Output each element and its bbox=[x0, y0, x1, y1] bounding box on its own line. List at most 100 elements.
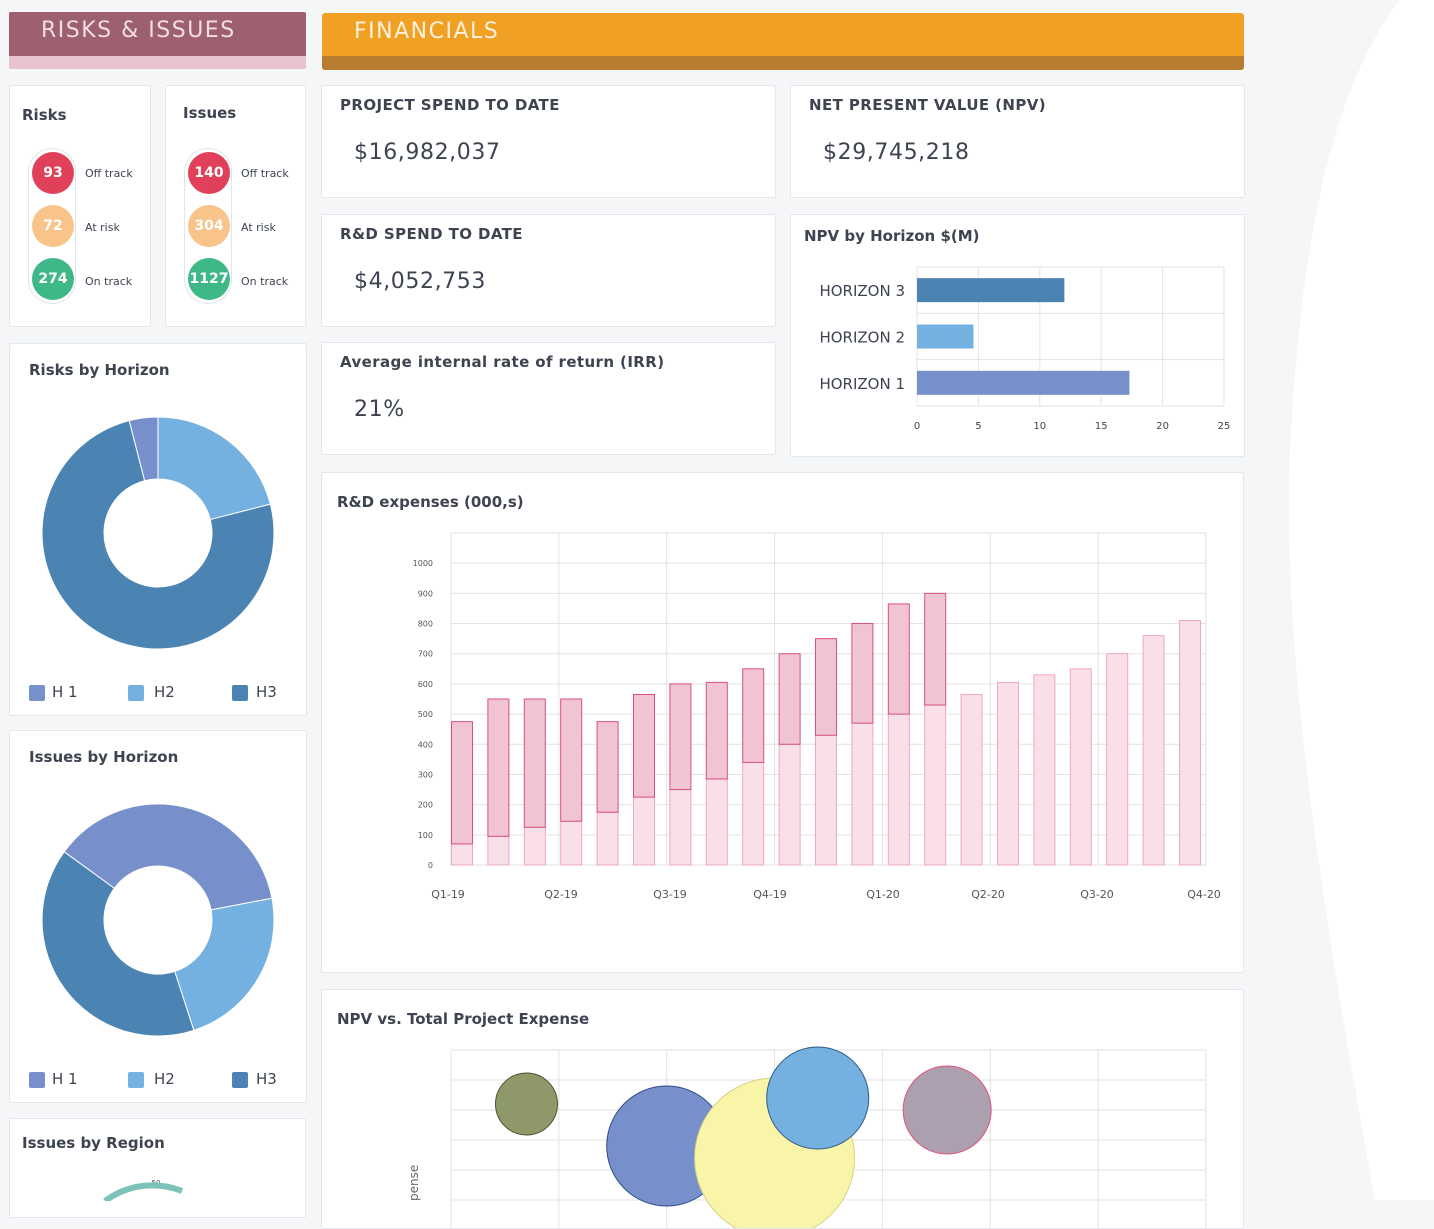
risks-at-risk-count[interactable]: 72 bbox=[32, 205, 74, 247]
background-curve bbox=[1288, 0, 1434, 1200]
donut-slice-h3[interactable] bbox=[41, 420, 275, 650]
issues-at-risk-label: At risk bbox=[241, 221, 276, 234]
y-tick-label: 900 bbox=[418, 589, 433, 598]
bubble[interactable] bbox=[766, 1046, 870, 1150]
rd-bar-forecast[interactable] bbox=[960, 693, 983, 866]
donut-slice-h2[interactable] bbox=[157, 416, 271, 521]
x-tick-label: Q3-20 bbox=[1080, 888, 1114, 901]
rd-bar-actual[interactable] bbox=[778, 653, 801, 745]
rd-bar-base[interactable] bbox=[778, 743, 801, 866]
x-tick-label: Q2-19 bbox=[544, 888, 578, 901]
bubble[interactable] bbox=[495, 1072, 558, 1136]
y-tick-label: 600 bbox=[418, 680, 433, 689]
npv-bar-horizon-3[interactable] bbox=[917, 278, 1065, 303]
rd-bar-base[interactable] bbox=[451, 843, 473, 866]
risks-by-horizon-donut bbox=[41, 416, 275, 650]
rd-bar-base[interactable] bbox=[669, 789, 692, 866]
rd-bar-actual[interactable] bbox=[523, 698, 546, 828]
risks-issues-title: RISKS & ISSUES bbox=[41, 18, 236, 43]
npv-bar-horizon-1[interactable] bbox=[917, 370, 1130, 395]
rd-bar-actual[interactable] bbox=[705, 681, 728, 780]
rd-bar-actual[interactable] bbox=[742, 668, 765, 763]
rd-bar-forecast[interactable] bbox=[1069, 668, 1092, 866]
risks-on-track-count[interactable]: 274 bbox=[32, 258, 74, 300]
issues-by-region-card: Issues by Region 50 bbox=[9, 1118, 306, 1218]
legend-h2-label[interactable]: H2 bbox=[154, 1070, 175, 1088]
npv-vs-expense-chart: pense bbox=[407, 1046, 1207, 1228]
rd-bar-base[interactable] bbox=[560, 820, 583, 866]
issues-off-track-label: Off track bbox=[241, 167, 289, 180]
y-tick-label: 500 bbox=[418, 710, 433, 719]
rd-bar-base[interactable] bbox=[851, 722, 874, 866]
rd-bar-actual[interactable] bbox=[560, 698, 583, 822]
x-tick-label: 25 bbox=[1218, 421, 1231, 432]
rd-spend-card: R&D SPEND TO DATE $4,052,753 bbox=[321, 214, 776, 327]
irr-card: Average internal rate of return (IRR) 21… bbox=[321, 342, 776, 455]
rd-bar-base[interactable] bbox=[924, 704, 947, 866]
rd-bar-base[interactable] bbox=[523, 826, 546, 866]
legend-h3-label[interactable]: H3 bbox=[256, 1070, 277, 1088]
y-category-label: HORIZON 2 bbox=[819, 329, 905, 347]
risks-card: Risks 93 Off track 72 At risk 274 On tra… bbox=[9, 85, 151, 327]
rd-bar-actual[interactable] bbox=[669, 683, 692, 791]
donut-slice-h1[interactable] bbox=[63, 803, 273, 911]
rd-bar-actual[interactable] bbox=[924, 592, 947, 706]
legend-h1-label[interactable]: H 1 bbox=[52, 1070, 78, 1088]
issues-at-risk-count[interactable]: 304 bbox=[188, 205, 230, 247]
rd-bar-base[interactable] bbox=[887, 713, 910, 866]
y-tick-label: 800 bbox=[418, 620, 433, 629]
issues-title: Issues bbox=[183, 104, 237, 122]
issues-by-horizon-card: Issues by Horizon H 1 H2 H3 bbox=[9, 730, 307, 1103]
issues-by-region-title: Issues by Region bbox=[22, 1134, 165, 1152]
risks-title: Risks bbox=[22, 106, 67, 124]
risks-off-track-count[interactable]: 93 bbox=[32, 152, 74, 194]
donut-slice-h3[interactable] bbox=[41, 851, 195, 1037]
rd-bar-forecast[interactable] bbox=[1142, 635, 1165, 866]
x-tick-label: 20 bbox=[1156, 421, 1169, 432]
rd-bar-actual[interactable] bbox=[633, 693, 655, 798]
x-tick-label: 5 bbox=[975, 421, 981, 432]
issues-off-track-count[interactable]: 140 bbox=[188, 152, 230, 194]
npv-card: NET PRESENT VALUE (NPV) $29,745,218 bbox=[790, 85, 1245, 198]
npv-bar-horizon-2[interactable] bbox=[917, 324, 974, 349]
npv-vs-expense-title: NPV vs. Total Project Expense bbox=[337, 1010, 590, 1028]
rd-bar-forecast[interactable] bbox=[1033, 674, 1056, 866]
rd-bar-actual[interactable] bbox=[596, 721, 619, 813]
y-axis-label: pense bbox=[407, 1165, 421, 1201]
project-spend-card: PROJECT SPEND TO DATE $16,982,037 bbox=[321, 85, 776, 198]
legend-h3-swatch bbox=[232, 1072, 248, 1088]
x-tick-label: Q1-19 bbox=[431, 888, 465, 901]
issues-by-horizon-donut bbox=[41, 803, 275, 1037]
rd-bar-base[interactable] bbox=[633, 796, 655, 866]
rd-bar-base[interactable] bbox=[742, 761, 765, 866]
rd-spend-label: R&D SPEND TO DATE bbox=[340, 225, 523, 243]
npv-vs-expense-card: NPV vs. Total Project Expense pense bbox=[321, 989, 1244, 1229]
y-tick-label: 400 bbox=[418, 740, 433, 749]
rd-bar-base[interactable] bbox=[705, 778, 728, 866]
rd-bar-actual[interactable] bbox=[815, 638, 837, 736]
rd-bar-actual[interactable] bbox=[487, 698, 510, 837]
rd-expenses-title: R&D expenses (000,s) bbox=[337, 493, 524, 511]
rd-bar-forecast[interactable] bbox=[997, 681, 1019, 866]
bubble[interactable] bbox=[902, 1065, 992, 1155]
rd-bar-base[interactable] bbox=[596, 811, 619, 866]
donut-slice-h2[interactable] bbox=[174, 897, 275, 1031]
legend-h2-label[interactable]: H2 bbox=[154, 683, 175, 701]
legend-h3-label[interactable]: H3 bbox=[256, 683, 277, 701]
x-tick-label: 15 bbox=[1095, 421, 1108, 432]
npv-by-horizon-chart: 0 5 10 15 20 25 HORIZON 3 HORIZON 2 HORIZON 1 bbox=[819, 266, 1231, 432]
rd-bar-base[interactable] bbox=[815, 734, 837, 866]
rd-bar-actual[interactable] bbox=[451, 721, 473, 845]
legend-h1-label[interactable]: H 1 bbox=[52, 683, 78, 701]
rd-bar-base[interactable] bbox=[487, 835, 510, 866]
legend-h2-swatch bbox=[128, 685, 144, 701]
rd-bar-actual[interactable] bbox=[887, 603, 910, 715]
rd-bar-forecast[interactable] bbox=[1106, 653, 1129, 866]
financials-title: FINANCIALS bbox=[354, 19, 500, 44]
risks-at-risk-label: At risk bbox=[85, 221, 120, 234]
rd-bar-actual[interactable] bbox=[851, 623, 874, 724]
issues-on-track-count[interactable]: 1127 bbox=[188, 258, 230, 300]
rd-bar-forecast[interactable] bbox=[1179, 620, 1201, 866]
project-spend-value: $16,982,037 bbox=[354, 140, 501, 165]
risks-off-track-label: Off track bbox=[85, 167, 133, 180]
